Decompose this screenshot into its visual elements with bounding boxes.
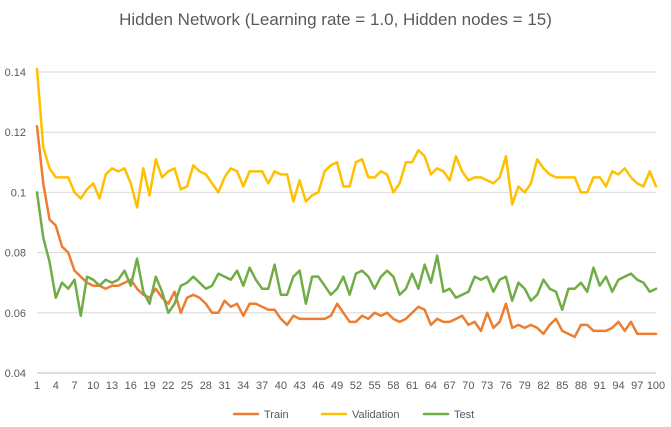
x-tick-label: 58 [387,380,399,392]
x-tick-label: 25 [181,380,193,392]
x-tick-label: 52 [350,380,362,392]
y-tick-label: 0.14 [5,67,26,79]
x-tick-label: 97 [631,380,643,392]
x-tick-label: 13 [106,380,118,392]
legend-label-validation: Validation [352,409,400,421]
x-tick-label: 4 [53,380,59,392]
x-tick-label: 19 [143,380,155,392]
x-tick-label: 16 [125,380,137,392]
series-line-test [35,191,658,318]
x-tick-label: 61 [406,380,418,392]
y-tick-label: 0.12 [5,127,26,139]
x-tick-label: 34 [237,380,249,392]
legend: Train Validation Test [232,409,474,421]
x-tick-label: 79 [519,380,531,392]
series-lines [35,67,658,339]
x-tick-label: 55 [369,380,381,392]
x-tick-label: 73 [481,380,493,392]
x-tick-label: 64 [425,380,437,392]
y-axis-ticks: 0.04 0.06 0.08 0.1 0.12 0.14 [5,67,26,380]
x-tick-label: 40 [275,380,287,392]
y-tick-label: 0.1 [11,187,26,199]
x-tick-label: 70 [462,380,474,392]
chart-title: Hidden Network (Learning rate = 1.0, Hid… [119,10,552,29]
y-tick-label: 0.06 [5,308,26,320]
x-tick-label: 7 [71,380,77,392]
legend-label-test: Test [454,409,474,421]
x-tick-label: 10 [87,380,99,392]
x-tick-label: 31 [218,380,230,392]
x-tick-label: 49 [331,380,343,392]
x-tick-label: 46 [312,380,324,392]
x-tick-label: 43 [293,380,305,392]
x-tick-label: 94 [612,380,624,392]
x-tick-label: 100 [647,380,665,392]
x-tick-label: 67 [444,380,456,392]
y-tick-label: 0.08 [5,248,26,260]
series-line-validation [35,67,658,209]
x-axis-ticks: 1 4 7 10 13 16 19 22 25 28 31 34 37 40 43 46 49 52 55 58 61 6… [34,380,665,392]
x-tick-label: 28 [200,380,212,392]
x-tick-label: 88 [575,380,587,392]
x-tick-label: 22 [162,380,174,392]
x-tick-label: 82 [537,380,549,392]
legend-label-train: Train [264,409,289,421]
x-tick-label: 37 [256,380,268,392]
gridlines [37,71,656,374]
x-tick-label: 85 [556,380,568,392]
y-tick-label: 0.04 [5,368,26,380]
x-tick-label: 76 [500,380,512,392]
x-tick-label: 1 [34,380,40,392]
x-tick-label: 91 [594,380,606,392]
series-line-train [35,124,658,339]
